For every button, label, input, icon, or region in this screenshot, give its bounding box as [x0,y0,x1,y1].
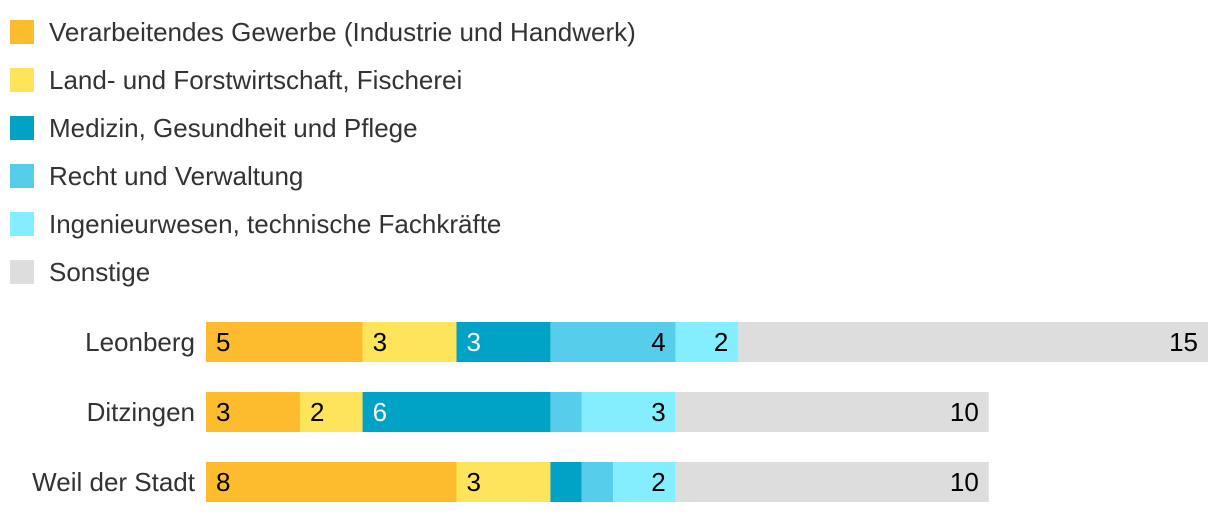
bar-segment [581,392,676,432]
legend-label: Sonstige [49,256,151,287]
bar-segment [550,392,582,432]
legend-label: Ingenieurwesen, technische Fachkräfte [49,208,502,239]
legend-label: Land- und Forstwirtschaft, Fischerei [49,64,463,95]
legend-item: Sonstige [10,248,636,296]
legend-swatch [10,20,34,44]
legend-item: Recht und Verwaltung [10,152,636,200]
category-label: Weil der Stadt [32,467,196,497]
bar-segment [206,462,457,502]
bar-segment [456,462,551,502]
legend-item: Land- und Forstwirtschaft, Fischerei [10,56,636,104]
data-label: 3 [216,397,230,427]
chart-legend: Verarbeitendes Gewerbe (Industrie und Ha… [10,8,636,296]
legend-item: Medizin, Gesundheit und Pflege [10,104,636,152]
bar-segment [550,322,676,362]
bar-segment [675,462,989,502]
data-label: 5 [216,327,230,357]
data-label: 2 [651,467,665,497]
category-label: Ditzingen [87,397,195,427]
bar-segment [675,322,739,362]
bar-segment [613,462,676,502]
bar-segment [456,322,551,362]
bar-segment [550,462,582,502]
data-label: 15 [1169,327,1198,357]
category-label: Leonberg [85,327,195,357]
bar-segment [362,392,551,432]
data-label: 3 [467,467,481,497]
data-label: 10 [950,397,979,427]
legend-label: Verarbeitendes Gewerbe (Industrie und Ha… [49,16,636,47]
legend-swatch [10,164,34,188]
legend-swatch [10,116,34,140]
legend-swatch [10,260,34,284]
legend-label: Recht und Verwaltung [49,160,304,191]
legend-label: Medizin, Gesundheit und Pflege [49,112,418,143]
legend-item: Verarbeitendes Gewerbe (Industrie und Ha… [10,8,636,56]
data-label: 3 [373,327,387,357]
legend-item: Ingenieurwesen, technische Fachkräfte [10,200,636,248]
data-label: 2 [714,327,728,357]
data-label: 4 [651,327,665,357]
data-label: 10 [950,467,979,497]
bar-segment [299,392,363,432]
data-label: 8 [216,467,230,497]
data-label: 3 [651,397,665,427]
bar-segment [738,322,1208,362]
data-label: 2 [310,397,324,427]
bar-segment [206,322,363,362]
legend-swatch [10,68,34,92]
data-label: 3 [467,327,481,357]
bar-segment [362,322,457,362]
bar-segment [206,392,300,432]
bar-segment [675,392,989,432]
data-label: 6 [373,397,387,427]
legend-swatch [10,212,34,236]
bar-segment [581,462,614,502]
